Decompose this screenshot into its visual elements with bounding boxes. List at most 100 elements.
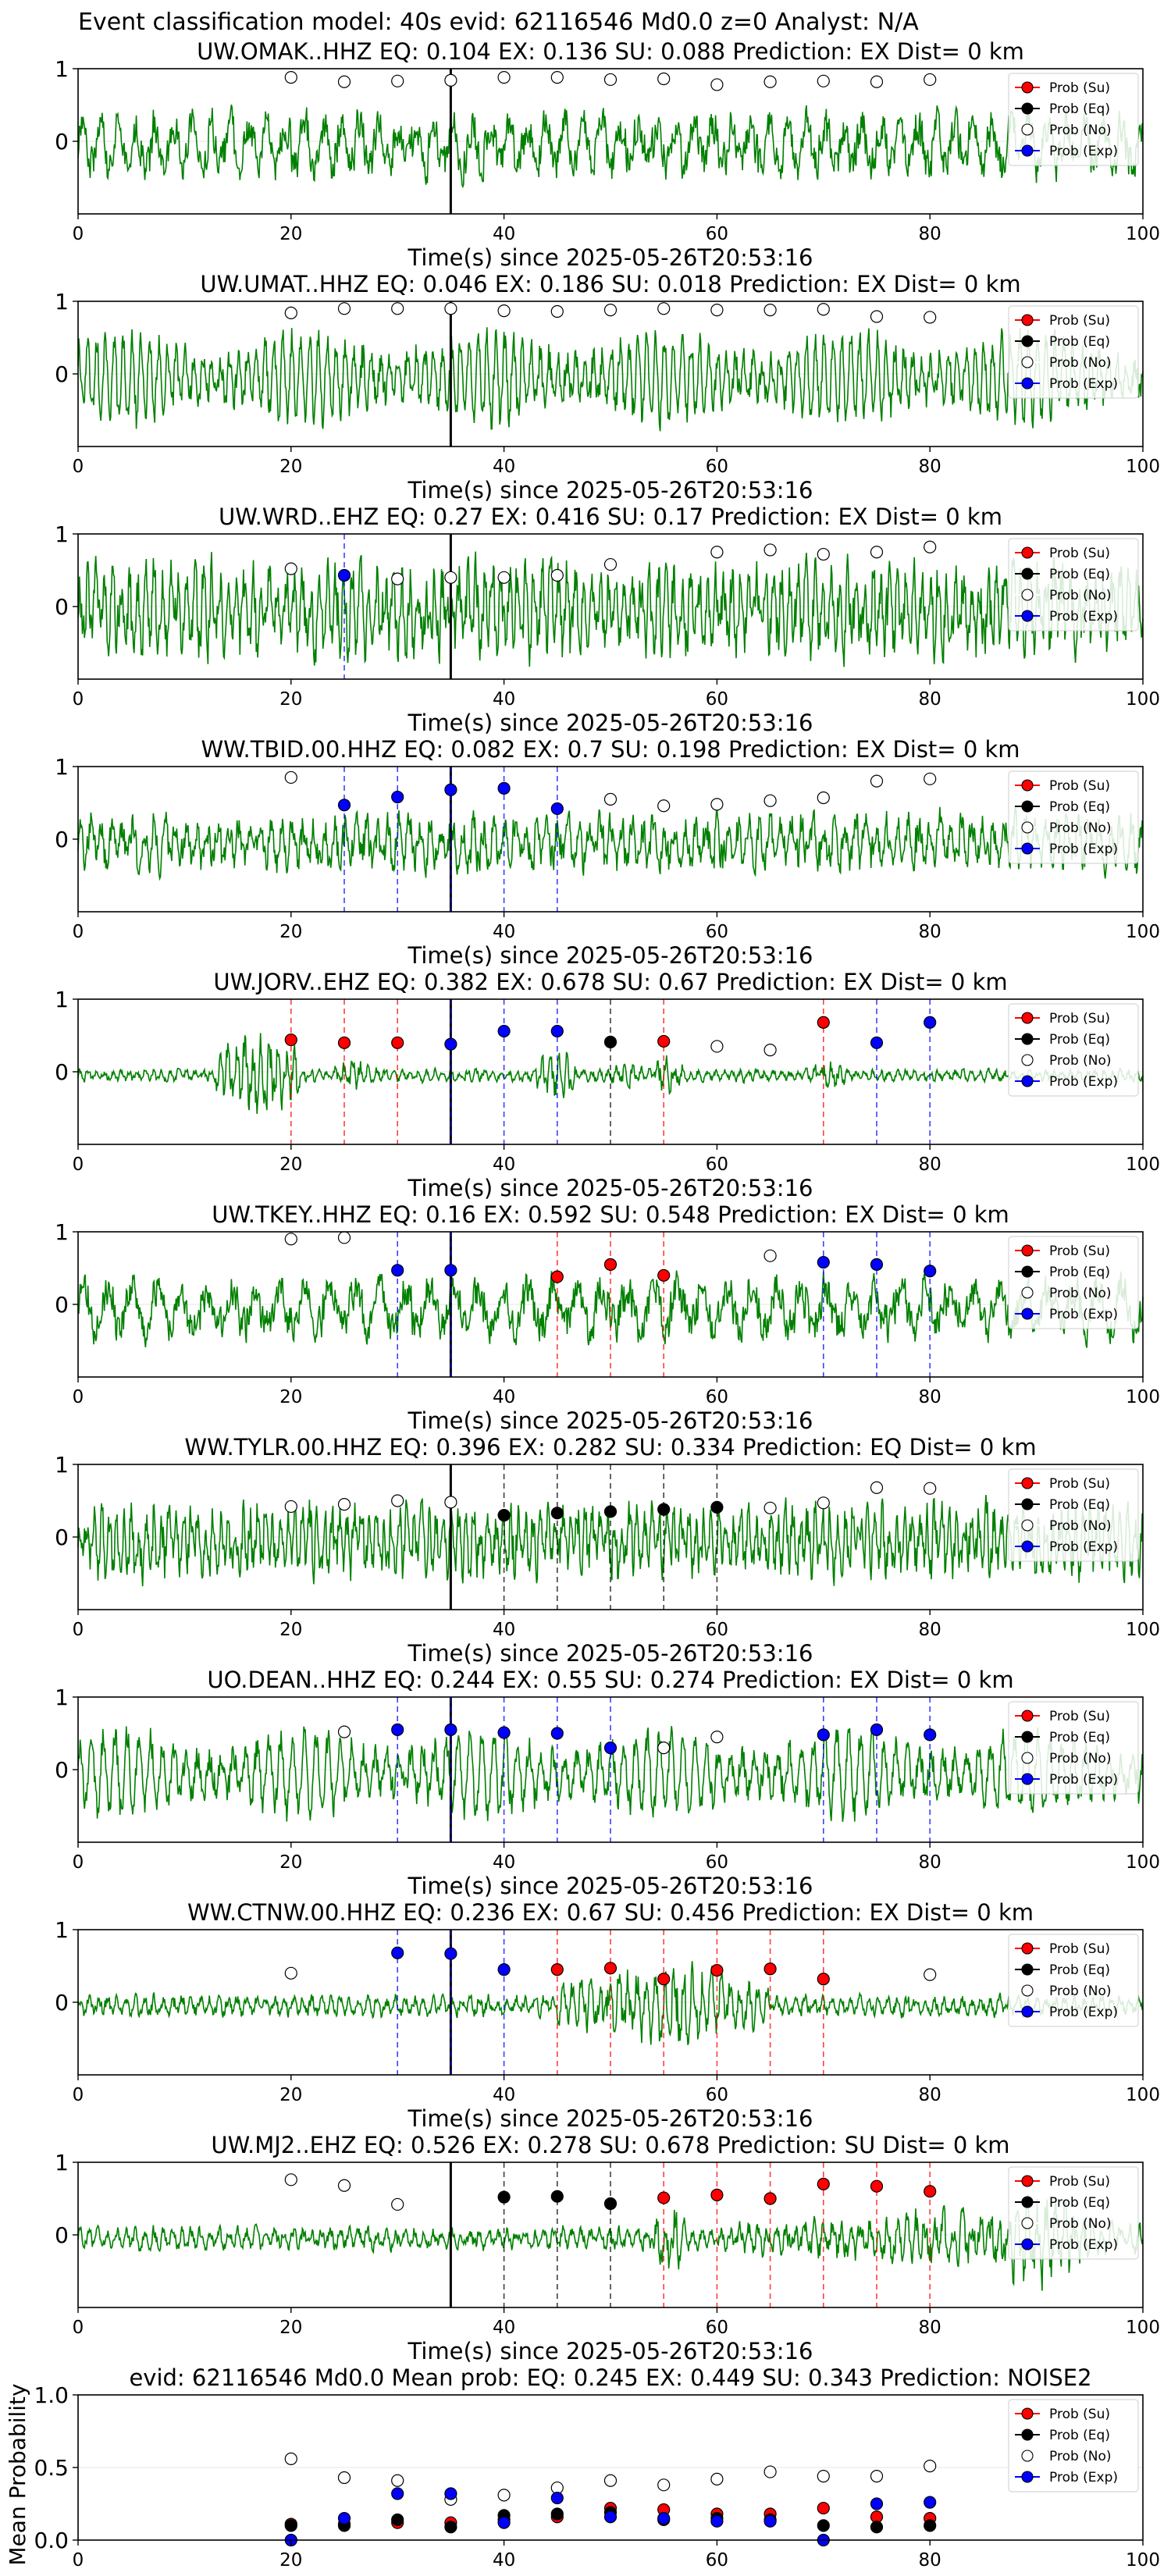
legend-label-exp: Prob (Exp): [1049, 2005, 1118, 2020]
mean-prob-point-no: [605, 2475, 617, 2486]
legend: Prob (Su) Prob (Eq) Prob (No) Prob (Exp): [1009, 2167, 1138, 2259]
legend-label-eq: Prob (Eq): [1049, 567, 1110, 582]
x-tick-label: 20: [279, 2550, 302, 2571]
legend-label-exp: Prob (Exp): [1049, 609, 1118, 624]
prob-point-no: [605, 73, 617, 85]
legend-label-su: Prob (Su): [1049, 1941, 1110, 1957]
prob-point-no: [551, 72, 563, 84]
x-tick-label: 100: [1126, 689, 1160, 710]
legend-marker-exp: [1022, 1308, 1033, 1319]
legend-marker-exp: [1022, 843, 1033, 854]
legend: Prob (Su) Prob (Eq) Prob (No) Prob (Exp): [1009, 73, 1138, 165]
x-tick-label: 0: [73, 2085, 84, 2105]
prob-point-no: [285, 1233, 297, 1245]
legend-label-exp: Prob (Exp): [1049, 144, 1118, 159]
x-tick-label: 100: [1126, 2550, 1160, 2571]
x-tick-label: 80: [919, 922, 941, 942]
x-tick-label: 0: [73, 1852, 84, 1873]
prob-point-no: [871, 311, 883, 322]
panel-title: WW.TBID.00.HHZ EQ: 0.082 EX: 0.7 SU: 0.1…: [201, 736, 1020, 763]
panel-7: UO.DEAN..HHZ EQ: 0.244 EX: 0.55 SU: 0.27…: [55, 1667, 1160, 1899]
x-tick-label: 20: [279, 1852, 302, 1873]
legend-marker-exp: [1022, 2471, 1033, 2482]
prob-point-su: [551, 1964, 563, 1976]
y-tick-label: 1: [55, 56, 69, 82]
x-tick-label: 0: [73, 922, 84, 942]
x-tick-label: 40: [493, 2085, 515, 2105]
prob-point-su: [817, 1016, 829, 1028]
prob-point-su: [711, 2189, 723, 2201]
x-tick-label: 40: [493, 1620, 515, 1640]
prob-point-exp: [871, 1258, 883, 1270]
legend-label-exp: Prob (Exp): [1049, 1772, 1118, 1788]
x-axis-label: Time(s) since 2025-05-26T20:53:16: [408, 1873, 813, 1899]
x-tick-label: 100: [1126, 1155, 1160, 1175]
legend: Prob (Su) Prob (Eq) Prob (No) Prob (Exp): [1009, 1236, 1138, 1329]
y-tick-label: 0.0: [34, 2528, 69, 2553]
prob-point-exp: [551, 1727, 563, 1739]
y-tick-label: 1: [55, 2150, 69, 2176]
prob-point-exp: [871, 1724, 883, 1735]
x-tick-label: 40: [493, 922, 515, 942]
prob-point-no: [871, 76, 883, 87]
prob-point-exp: [498, 1964, 510, 1976]
legend-marker-no: [1022, 822, 1033, 833]
prob-point-exp: [392, 1947, 404, 1959]
legend-label-exp: Prob (Exp): [1049, 2237, 1118, 2253]
legend-marker-exp: [1022, 378, 1033, 389]
mean-prob-point-su: [817, 2503, 829, 2514]
prob-point-no: [764, 544, 776, 556]
prob-point-no: [445, 74, 457, 86]
legend-marker-su: [1022, 2176, 1033, 2186]
prob-point-no: [392, 75, 404, 87]
prob-point-no: [658, 800, 670, 812]
legend-marker-su: [1022, 82, 1033, 93]
x-tick-label: 60: [706, 1155, 728, 1175]
y-tick-label: 0: [55, 827, 69, 852]
legend-label-exp: Prob (Exp): [1049, 376, 1118, 392]
legend-label-su: Prob (Su): [1049, 1709, 1110, 1724]
prob-point-su: [817, 2178, 829, 2190]
prob-point-no: [285, 72, 297, 84]
prob-point-no: [658, 303, 670, 315]
prob-point-no: [924, 541, 936, 553]
legend: Prob (Su) Prob (Eq) Prob (No) Prob (Exp): [1009, 2400, 1138, 2492]
x-tick-label: 80: [919, 1852, 941, 1873]
legend-label-eq: Prob (Eq): [1049, 1730, 1110, 1745]
mean-prob-point-no: [392, 2475, 404, 2486]
x-tick-label: 40: [493, 2550, 515, 2571]
panel-10: evid: 62116546 Md0.0 Mean prob: EQ: 0.24…: [34, 2364, 1159, 2571]
legend-label-eq: Prob (Eq): [1049, 1962, 1110, 1978]
prob-point-exp: [551, 1025, 563, 1037]
y-tick-label: 0: [55, 1059, 69, 1085]
prob-point-exp: [498, 782, 510, 794]
legend: Prob (Su) Prob (Eq) Prob (No) Prob (Exp): [1009, 771, 1138, 863]
panel-4: UW.JORV..EHZ EQ: 0.382 EX: 0.678 SU: 0.6…: [55, 969, 1160, 1201]
x-tick-label: 80: [919, 457, 941, 477]
panel-0: UW.OMAK..HHZ EQ: 0.104 EX: 0.136 SU: 0.0…: [55, 38, 1160, 271]
x-tick-label: 80: [919, 2318, 941, 2338]
legend-marker-no: [1022, 589, 1033, 600]
prob-point-no: [658, 1742, 670, 1754]
legend-marker-su: [1022, 1943, 1033, 1954]
legend-marker-su: [1022, 1245, 1033, 1256]
y-tick-label: 0: [55, 129, 69, 155]
prob-point-no: [285, 563, 297, 575]
mean-prob-point-exp: [658, 2513, 670, 2524]
legend-marker-eq: [1022, 801, 1033, 812]
mean-prob-point-exp: [764, 2515, 776, 2527]
x-tick-label: 80: [919, 1155, 941, 1175]
legend-marker-no: [1022, 1985, 1033, 1996]
prob-point-no: [711, 1731, 723, 1743]
prob-point-no: [871, 546, 883, 558]
x-axis-label: Time(s) since 2025-05-26T20:53:16: [408, 2105, 813, 2132]
prob-point-no: [339, 76, 351, 87]
x-tick-label: 80: [919, 1620, 941, 1640]
prob-point-no: [871, 1482, 883, 1493]
legend-marker-no: [1022, 124, 1033, 135]
x-tick-label: 100: [1126, 1852, 1160, 1873]
prob-point-su: [924, 2186, 936, 2197]
legend-label-no: Prob (No): [1049, 820, 1112, 836]
x-tick-label: 100: [1126, 224, 1160, 244]
prob-point-exp: [339, 570, 351, 582]
